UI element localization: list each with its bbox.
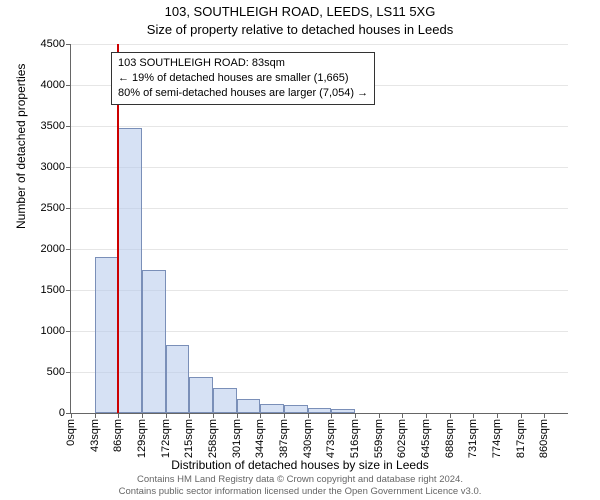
annotation-box: 103 SOUTHLEIGH ROAD: 83sqm ← 19% of deta… — [111, 52, 375, 105]
xtick-mark — [166, 413, 167, 418]
xtick-label: 860sqm — [538, 419, 550, 458]
gridline — [71, 44, 568, 45]
ytick-mark — [66, 44, 71, 45]
xtick-mark — [308, 413, 309, 418]
xtick-label: 645sqm — [420, 419, 432, 458]
ytick-label: 1500 — [41, 284, 65, 296]
xtick-mark — [521, 413, 522, 418]
gridline — [71, 126, 568, 127]
histogram-bar — [284, 405, 308, 413]
annotation-line1: 103 SOUTHLEIGH ROAD: 83sqm — [118, 56, 368, 71]
y-axis-label: Number of detached properties — [14, 64, 28, 229]
footer-line1: Contains HM Land Registry data © Crown c… — [0, 474, 600, 486]
ytick-label: 4500 — [41, 38, 65, 50]
ytick-mark — [66, 249, 71, 250]
xtick-mark — [497, 413, 498, 418]
plot-area: 0500100015002000250030003500400045000sqm… — [70, 44, 568, 414]
histogram-bar — [213, 388, 237, 413]
xtick-mark — [473, 413, 474, 418]
ytick-label: 2000 — [41, 243, 65, 255]
xtick-label: 43sqm — [89, 419, 101, 452]
xtick-mark — [331, 413, 332, 418]
ytick-mark — [66, 290, 71, 291]
xtick-mark — [95, 413, 96, 418]
xtick-mark — [379, 413, 380, 418]
xtick-mark — [213, 413, 214, 418]
xtick-mark — [544, 413, 545, 418]
histogram-bar — [118, 128, 142, 413]
footer-line2: Contains public sector information licen… — [0, 486, 600, 498]
xtick-mark — [402, 413, 403, 418]
xtick-label: 172sqm — [160, 419, 172, 458]
xtick-mark — [189, 413, 190, 418]
ytick-mark — [66, 85, 71, 86]
xtick-mark — [450, 413, 451, 418]
ytick-label: 0 — [59, 407, 65, 419]
xtick-label: 516sqm — [349, 419, 361, 458]
ytick-label: 4000 — [41, 79, 65, 91]
xtick-label: 344sqm — [254, 419, 266, 458]
xtick-label: 258sqm — [207, 419, 219, 458]
ytick-label: 1000 — [41, 325, 65, 337]
xtick-label: 817sqm — [515, 419, 527, 458]
xtick-label: 430sqm — [302, 419, 314, 458]
ytick-label: 3000 — [41, 161, 65, 173]
annotation-line2: ← 19% of detached houses are smaller (1,… — [118, 71, 368, 86]
histogram-bar — [95, 257, 119, 413]
xtick-label: 774sqm — [491, 419, 503, 458]
xtick-label: 215sqm — [183, 419, 195, 458]
ytick-mark — [66, 126, 71, 127]
xtick-mark — [426, 413, 427, 418]
ytick-label: 500 — [47, 366, 65, 378]
xtick-mark — [284, 413, 285, 418]
annotation-line3: 80% of semi-detached houses are larger (… — [118, 86, 368, 101]
ytick-mark — [66, 372, 71, 373]
xtick-label: 86sqm — [112, 419, 124, 452]
histogram-bar — [189, 377, 213, 413]
gridline — [71, 208, 568, 209]
xtick-mark — [71, 413, 72, 418]
histogram-bar — [166, 345, 190, 413]
chart-title-line1: 103, SOUTHLEIGH ROAD, LEEDS, LS11 5XG — [0, 4, 600, 19]
xtick-label: 559sqm — [373, 419, 385, 458]
footer: Contains HM Land Registry data © Crown c… — [0, 474, 600, 498]
histogram-bar — [331, 409, 355, 413]
histogram-bar — [237, 399, 261, 413]
x-axis-label: Distribution of detached houses by size … — [0, 458, 600, 472]
histogram-bar — [260, 404, 284, 413]
xtick-label: 473sqm — [325, 419, 337, 458]
ytick-label: 3500 — [41, 120, 65, 132]
xtick-label: 0sqm — [65, 419, 77, 446]
xtick-mark — [237, 413, 238, 418]
xtick-label: 301sqm — [231, 419, 243, 458]
xtick-label: 602sqm — [396, 419, 408, 458]
gridline — [71, 167, 568, 168]
histogram-bar — [142, 270, 166, 413]
xtick-mark — [142, 413, 143, 418]
ytick-label: 2500 — [41, 202, 65, 214]
xtick-label: 731sqm — [467, 419, 479, 458]
xtick-mark — [355, 413, 356, 418]
xtick-mark — [260, 413, 261, 418]
xtick-label: 688sqm — [444, 419, 456, 458]
histogram-bar — [308, 408, 332, 413]
gridline — [71, 249, 568, 250]
xtick-mark — [118, 413, 119, 418]
xtick-label: 129sqm — [136, 419, 148, 458]
chart-title-line2: Size of property relative to detached ho… — [0, 22, 600, 37]
ytick-mark — [66, 331, 71, 332]
xtick-label: 387sqm — [278, 419, 290, 458]
ytick-mark — [66, 208, 71, 209]
ytick-mark — [66, 167, 71, 168]
